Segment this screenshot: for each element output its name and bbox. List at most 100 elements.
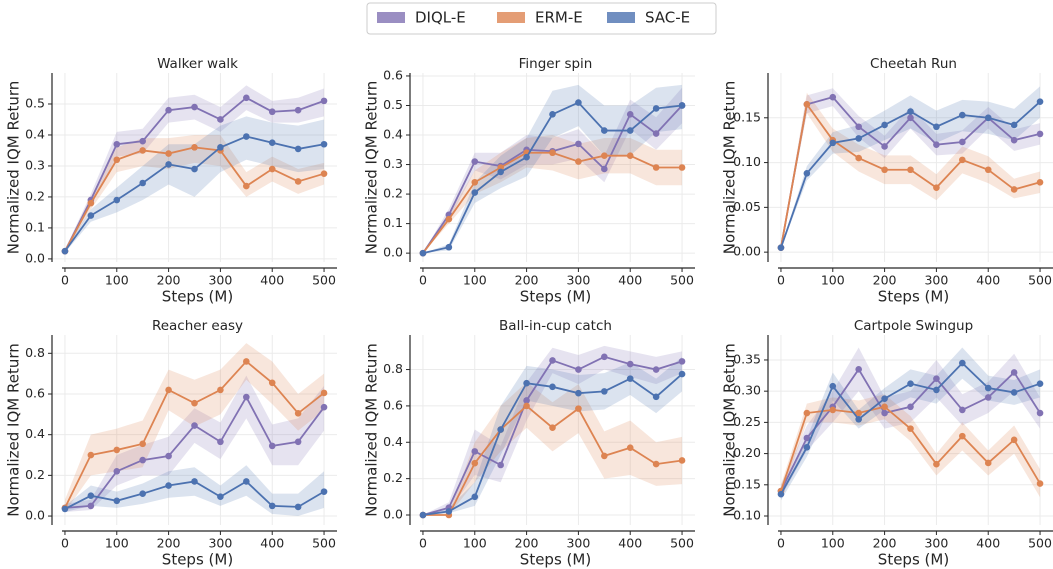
y-tick-label: 0.0 — [25, 250, 45, 265]
point — [87, 492, 95, 500]
point — [61, 247, 69, 255]
point — [1036, 409, 1044, 417]
point — [1036, 98, 1044, 105]
point — [959, 432, 966, 440]
point — [626, 152, 634, 159]
point — [139, 456, 146, 464]
legend-box — [366, 2, 717, 35]
point — [87, 502, 95, 510]
point — [243, 94, 250, 102]
point — [191, 422, 198, 429]
legend-swatch — [607, 12, 635, 23]
y-tick-label: 0.05 — [733, 199, 761, 214]
point — [652, 366, 660, 373]
point — [139, 147, 146, 154]
point — [497, 168, 504, 176]
confidence-band — [780, 86, 1041, 249]
point — [497, 461, 504, 469]
point — [243, 393, 250, 401]
point — [1036, 380, 1044, 387]
point — [471, 448, 479, 455]
y-axis-label: Normalized IQM Return — [721, 343, 739, 517]
y-tick-label: 0.8 — [383, 361, 403, 376]
point — [320, 389, 328, 397]
point — [959, 359, 966, 367]
y-tick-label: 0.6 — [25, 385, 45, 400]
x-tick-label: 100 — [105, 273, 129, 288]
point — [471, 493, 479, 501]
y-tick-label: 0.2 — [25, 467, 45, 482]
point — [320, 403, 328, 411]
point — [855, 366, 862, 373]
y-tick-label: 0.1 — [25, 219, 45, 234]
confidence-band — [780, 347, 1041, 498]
point — [933, 386, 940, 394]
point — [1010, 436, 1018, 444]
point — [984, 384, 992, 392]
point — [87, 212, 95, 219]
x-tick-label: 200 — [157, 536, 181, 551]
x-tick-label: 400 — [260, 273, 284, 288]
point — [652, 105, 660, 112]
point — [855, 409, 862, 417]
x-tick-label: 200 — [873, 273, 897, 288]
confidence-band — [422, 84, 683, 254]
y-tick-label: 0.2 — [383, 186, 403, 201]
x-tick-label: 0 — [777, 536, 785, 551]
point — [268, 442, 276, 450]
point — [471, 459, 479, 467]
point — [984, 459, 992, 467]
point — [217, 116, 224, 123]
point — [1010, 369, 1018, 376]
confidence-band — [780, 394, 1041, 498]
point — [601, 152, 608, 159]
point — [959, 138, 966, 146]
subplot: 0.0 0.2 0.4 0.6 0.8 0 100 200 300 400 500 Reacher e… — [5, 318, 337, 569]
x-tick-label: 300 — [566, 536, 590, 551]
y-tick-label: 0.0 — [383, 245, 403, 260]
point — [139, 137, 146, 145]
x-tick-label: 200 — [515, 273, 539, 288]
x-tick-label: 100 — [105, 536, 129, 551]
point — [523, 379, 530, 387]
y-tick-label: 0.6 — [383, 397, 403, 412]
x-axis-label: Steps (M) — [162, 551, 233, 569]
point — [549, 149, 556, 157]
legend-label: ERM-E — [535, 9, 583, 27]
point — [575, 366, 582, 373]
y-axis-label: Normalized IQM Return — [5, 81, 23, 255]
point — [1010, 186, 1018, 193]
point — [1010, 121, 1018, 129]
x-tick-label: 500 — [1028, 273, 1052, 288]
point — [907, 425, 914, 432]
subplot-title: Finger spin — [519, 56, 593, 72]
confidence-band — [64, 375, 325, 512]
point — [829, 139, 837, 147]
point — [803, 409, 811, 417]
y-tick-label: 0.20 — [733, 445, 761, 460]
point — [575, 99, 582, 106]
subplot-title: Cartpole Swingup — [854, 318, 973, 334]
point — [294, 438, 302, 446]
point — [320, 140, 328, 148]
legend: DIQL-E ERM-E SAC-E — [366, 2, 717, 35]
point — [445, 215, 453, 223]
point — [881, 403, 888, 411]
point — [881, 143, 888, 150]
y-axis-label: Normalized IQM Return — [363, 343, 381, 517]
point — [678, 457, 686, 464]
point — [217, 386, 224, 394]
point — [959, 156, 966, 164]
confidence-band — [64, 85, 325, 253]
point — [984, 394, 992, 401]
point — [984, 114, 992, 122]
point — [139, 179, 146, 187]
x-tick-label: 0 — [61, 273, 69, 288]
point — [294, 503, 302, 511]
point — [652, 460, 660, 468]
point — [626, 375, 634, 382]
point — [191, 399, 198, 407]
point — [803, 170, 811, 177]
point — [445, 243, 453, 251]
point — [933, 141, 940, 148]
